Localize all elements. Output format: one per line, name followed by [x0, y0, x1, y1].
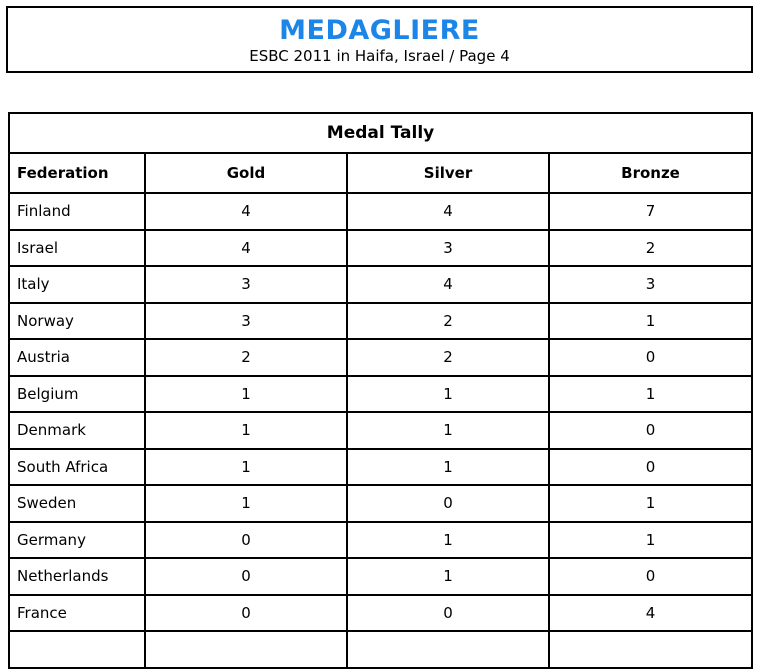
column-header-silver: Silver [346, 152, 550, 194]
silver-cell: 1 [346, 411, 550, 450]
gold-cell: 1 [144, 374, 348, 413]
bronze-cell: 1 [547, 301, 754, 340]
silver-cell: 4 [346, 265, 550, 304]
federation-cell: South Africa [8, 447, 146, 486]
silver-cell: 2 [346, 301, 550, 340]
bronze-cell: 2 [547, 228, 754, 267]
column-header-gold: Gold [144, 152, 348, 194]
federation-cell: Belgium [8, 374, 146, 413]
gold-cell: 1 [144, 447, 348, 486]
table-row: Italy 3 4 3 [8, 265, 754, 304]
table-row: Israel 4 3 2 [8, 228, 754, 267]
table-header-row: Federation Gold Silver Bronze [8, 152, 754, 194]
bronze-cell: 1 [547, 484, 754, 523]
table-row: Denmark 1 1 0 [8, 411, 754, 450]
silver-cell: 1 [346, 447, 550, 486]
medal-table: Medal Tally Federation Gold Silver Bronz… [7, 112, 754, 669]
page-header: MEDAGLIERE ESBC 2011 in Haifa, Israel / … [6, 6, 753, 73]
bronze-cell: 0 [547, 447, 754, 486]
table-row: Netherlands 0 1 0 [8, 557, 754, 596]
bronze-cell: 1 [547, 520, 754, 559]
column-header-bronze: Bronze [547, 152, 754, 194]
gold-cell: 3 [144, 265, 348, 304]
table-row: Finland 4 4 7 [8, 192, 754, 231]
federation-cell: Italy [8, 265, 146, 304]
federation-cell: Austria [8, 338, 146, 377]
table-row: Sweden 1 0 1 [8, 484, 754, 523]
gold-cell: 4 [144, 228, 348, 267]
gold-cell: 0 [144, 520, 348, 559]
silver-cell: 3 [346, 228, 550, 267]
page-title: MEDAGLIERE [279, 15, 480, 46]
table-row: France 0 0 4 [8, 593, 754, 632]
gold-cell: 3 [144, 301, 348, 340]
federation-cell: Netherlands [8, 557, 146, 596]
bronze-cell: 0 [547, 338, 754, 377]
silver-cell: 1 [346, 374, 550, 413]
gold-cell: 1 [144, 484, 348, 523]
federation-cell: Germany [8, 520, 146, 559]
silver-cell: 1 [346, 557, 550, 596]
bronze-cell: 3 [547, 265, 754, 304]
table-row: Austria 2 2 0 [8, 338, 754, 377]
gold-cell: 1 [144, 411, 348, 450]
table-row: Germany 0 1 1 [8, 520, 754, 559]
federation-cell: Denmark [8, 411, 146, 450]
federation-cell: Israel [8, 228, 146, 267]
silver-cell: 0 [346, 593, 550, 632]
silver-cell: 0 [346, 484, 550, 523]
silver-cell: 2 [346, 338, 550, 377]
empty-cell [144, 630, 348, 669]
table-title-row: Medal Tally [7, 112, 754, 154]
table-title: Medal Tally [7, 112, 754, 154]
page-subtitle: ESBC 2011 in Haifa, Israel / Page 4 [249, 47, 510, 65]
federation-cell: Norway [8, 301, 146, 340]
silver-cell: 4 [346, 192, 550, 231]
table-row: Norway 3 2 1 [8, 301, 754, 340]
federation-cell: France [8, 593, 146, 632]
column-header-federation: Federation [8, 152, 146, 194]
silver-cell: 1 [346, 520, 550, 559]
empty-cell [547, 630, 754, 669]
gold-cell: 0 [144, 593, 348, 632]
federation-cell: Sweden [8, 484, 146, 523]
bronze-cell: 0 [547, 411, 754, 450]
empty-cell [8, 630, 146, 669]
bronze-cell: 7 [547, 192, 754, 231]
federation-cell: Finland [8, 192, 146, 231]
gold-cell: 4 [144, 192, 348, 231]
bronze-cell: 0 [547, 557, 754, 596]
gold-cell: 0 [144, 557, 348, 596]
table-row: Belgium 1 1 1 [8, 374, 754, 413]
bronze-cell: 4 [547, 593, 754, 632]
bronze-cell: 1 [547, 374, 754, 413]
gold-cell: 2 [144, 338, 348, 377]
table-row-partial [8, 630, 754, 669]
empty-cell [346, 630, 550, 669]
table-row: South Africa 1 1 0 [8, 447, 754, 486]
medal-table-body: Finland 4 4 7 Israel 4 3 2 Italy 3 4 3 Norway 3 2 1 Aust… [8, 192, 754, 669]
